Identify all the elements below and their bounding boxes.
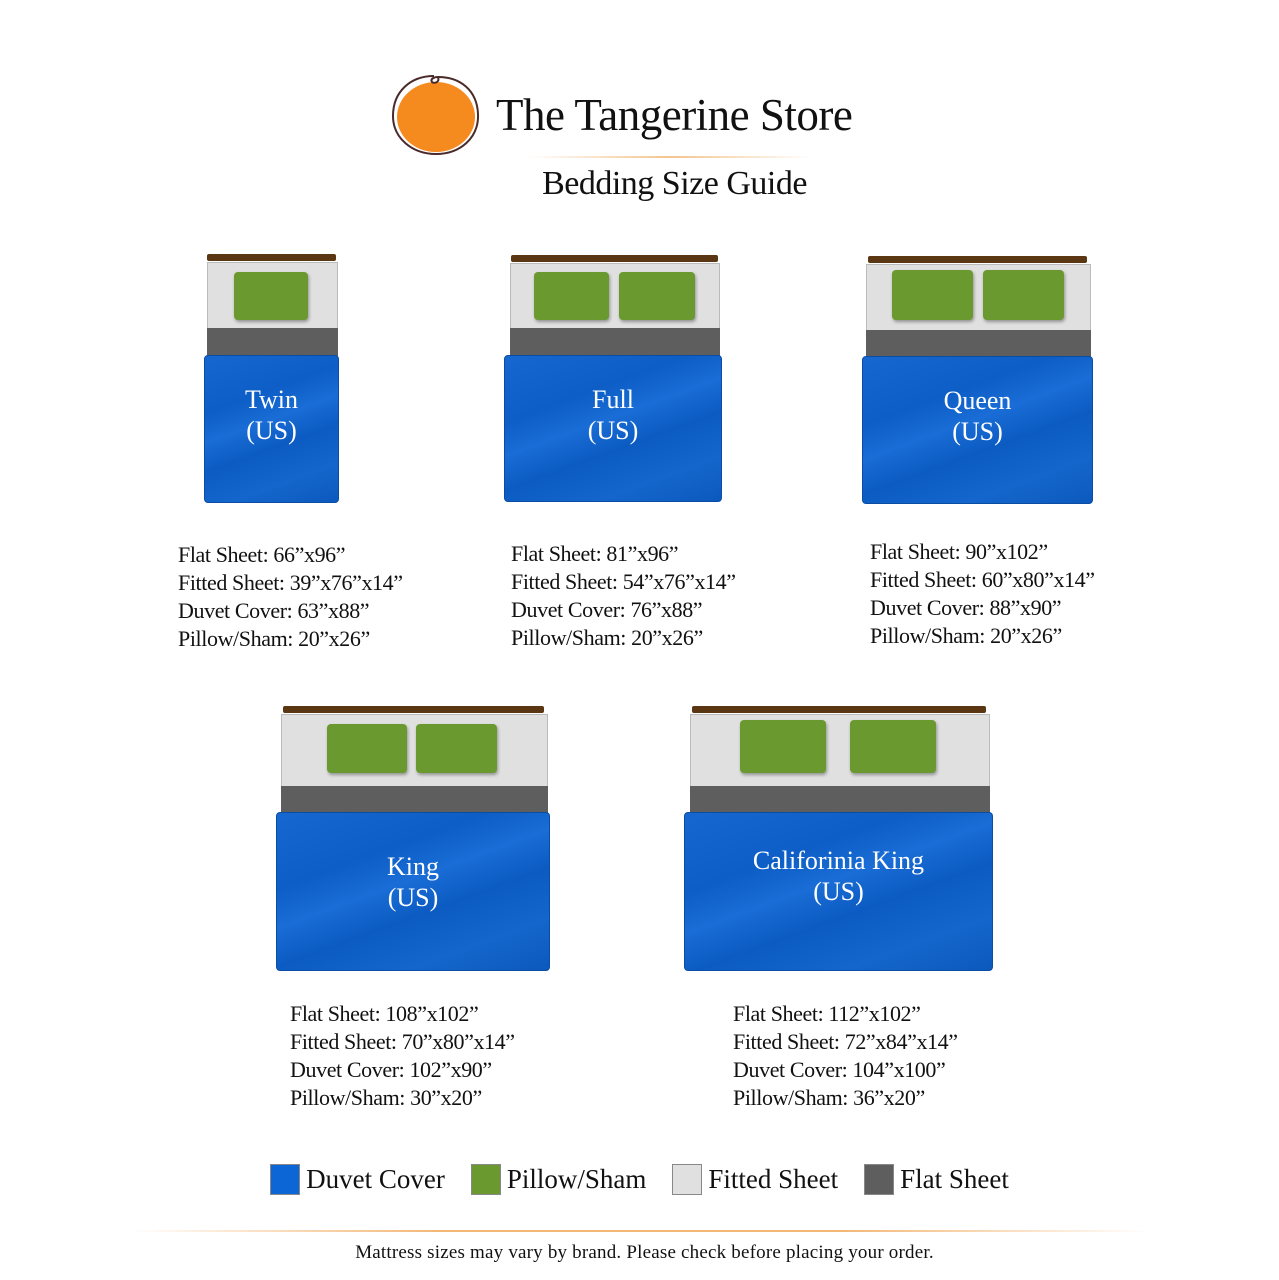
spec-line: Duvet Cover: 88”x90” bbox=[870, 595, 1062, 620]
duvet-cover: Twin (US) bbox=[204, 355, 339, 503]
bed-size-name: King bbox=[387, 852, 439, 881]
flat-sheet bbox=[690, 786, 990, 813]
spec-line: Duvet Cover: 63”x88” bbox=[178, 598, 370, 623]
spec-line: Flat Sheet: 112”x102” bbox=[733, 1001, 921, 1026]
bed-specs: Flat Sheet: 108”x102” Fitted Sheet: 70”x8… bbox=[290, 1000, 515, 1112]
divider bbox=[528, 156, 812, 158]
legend-swatch-duvet bbox=[270, 1163, 301, 1195]
legend-label-flat: Flat Sheet bbox=[900, 1163, 1009, 1194]
pillow bbox=[850, 720, 936, 773]
pillow bbox=[892, 270, 973, 320]
bed-specs: Flat Sheet: 112”x102” Fitted Sheet: 72”x8… bbox=[733, 1000, 958, 1112]
fitted-sheet bbox=[281, 714, 548, 788]
pillow bbox=[619, 272, 695, 320]
flat-sheet bbox=[510, 328, 720, 356]
spec-line: Fitted Sheet: 72”x84”x14” bbox=[733, 1029, 958, 1054]
bed-specs: Flat Sheet: 81”x96” Fitted Sheet: 54”x76”… bbox=[511, 540, 736, 652]
bed-size-name: Full bbox=[592, 385, 634, 414]
pillow bbox=[534, 272, 609, 320]
duvet-cover: Full (US) bbox=[504, 355, 722, 502]
spec-line: Fitted Sheet: 54”x76”x14” bbox=[511, 569, 736, 594]
legend-swatch-pillow bbox=[470, 1163, 501, 1195]
duvet-cover: Queen (US) bbox=[862, 356, 1093, 504]
fitted-sheet bbox=[690, 714, 990, 788]
bed-size-name: Queen bbox=[943, 386, 1012, 415]
spec-line: Pillow/Sham: 20”x26” bbox=[511, 625, 703, 650]
flat-sheet bbox=[281, 786, 548, 813]
legend-swatch-flat bbox=[864, 1163, 895, 1195]
headboard bbox=[692, 706, 986, 713]
footer-note: Mattress sizes may vary by brand. Please… bbox=[355, 1242, 934, 1263]
pillow bbox=[740, 720, 826, 773]
legend-item-fitted: Fitted Sheet bbox=[672, 1163, 839, 1195]
legend-item-pillow: Pillow/Sham bbox=[470, 1163, 647, 1195]
legend: Duvet Cover Pillow/Sham Fitted Sheet Fla… bbox=[0, 1162, 1279, 1196]
headboard bbox=[283, 706, 544, 713]
flat-sheet bbox=[207, 328, 338, 356]
spec-line: Pillow/Sham: 20”x26” bbox=[178, 626, 370, 651]
spec-line: Pillow/Sham: 30”x20” bbox=[290, 1085, 482, 1110]
legend-swatch-fitted bbox=[672, 1163, 703, 1195]
headboard bbox=[868, 256, 1087, 263]
legend-item-duvet: Duvet Cover bbox=[270, 1163, 445, 1195]
spec-line: Flat Sheet: 81”x96” bbox=[511, 541, 679, 566]
spec-line: Pillow/Sham: 20”x26” bbox=[870, 623, 1062, 648]
pillow bbox=[234, 272, 308, 320]
bed-specs: Flat Sheet: 66”x96” Fitted Sheet: 39”x76”… bbox=[178, 541, 403, 653]
spec-line: Flat Sheet: 108”x102” bbox=[290, 1001, 479, 1026]
headboard bbox=[511, 255, 718, 262]
spec-line: Duvet Cover: 76”x88” bbox=[511, 597, 703, 622]
headboard bbox=[207, 254, 336, 261]
duvet-cover: King (US) bbox=[276, 812, 550, 971]
spec-line: Fitted Sheet: 60”x80”x14” bbox=[870, 567, 1095, 592]
bed-size-name: Twin bbox=[244, 385, 299, 414]
spec-line: Fitted Sheet: 39”x76”x14” bbox=[178, 570, 403, 595]
pillow bbox=[416, 724, 497, 773]
page-title: Bedding Size Guide bbox=[542, 165, 807, 202]
legend-item-flat: Flat Sheet bbox=[864, 1163, 1009, 1195]
flat-sheet bbox=[866, 330, 1091, 357]
spec-line: Flat Sheet: 90”x102” bbox=[870, 539, 1048, 564]
legend-label-fitted: Fitted Sheet bbox=[708, 1163, 839, 1194]
duvet-cover: Califorinia King (US) bbox=[684, 812, 993, 971]
spec-line: Fitted Sheet: 70”x80”x14” bbox=[290, 1029, 515, 1054]
spec-line: Pillow/Sham: 36”x20” bbox=[733, 1085, 925, 1110]
spec-line: Duvet Cover: 102”x90” bbox=[290, 1057, 492, 1082]
bed-size-region: (US) bbox=[587, 416, 639, 445]
pillow bbox=[983, 270, 1064, 320]
legend-label-pillow: Pillow/Sham bbox=[506, 1163, 647, 1194]
bed-size-region: (US) bbox=[952, 417, 1003, 446]
spec-line: Flat Sheet: 66”x96” bbox=[178, 542, 346, 567]
masthead: The Tangerine Store bbox=[390, 72, 853, 158]
bed-size-region: (US) bbox=[387, 883, 439, 912]
bed-size-name: Califorinia King bbox=[752, 846, 925, 875]
legend-label-duvet: Duvet Cover bbox=[306, 1163, 445, 1194]
brand-name: The Tangerine Store bbox=[496, 90, 853, 140]
bed-size-region: (US) bbox=[246, 416, 297, 445]
bed-specs: Flat Sheet: 90”x102” Fitted Sheet: 60”x80… bbox=[870, 538, 1095, 650]
footer-divider bbox=[130, 1230, 1150, 1232]
spec-line: Duvet Cover: 104”x100” bbox=[733, 1057, 946, 1082]
pillow bbox=[327, 724, 407, 773]
tangerine-logo-icon bbox=[391, 75, 480, 156]
bed-size-region: (US) bbox=[813, 877, 864, 906]
